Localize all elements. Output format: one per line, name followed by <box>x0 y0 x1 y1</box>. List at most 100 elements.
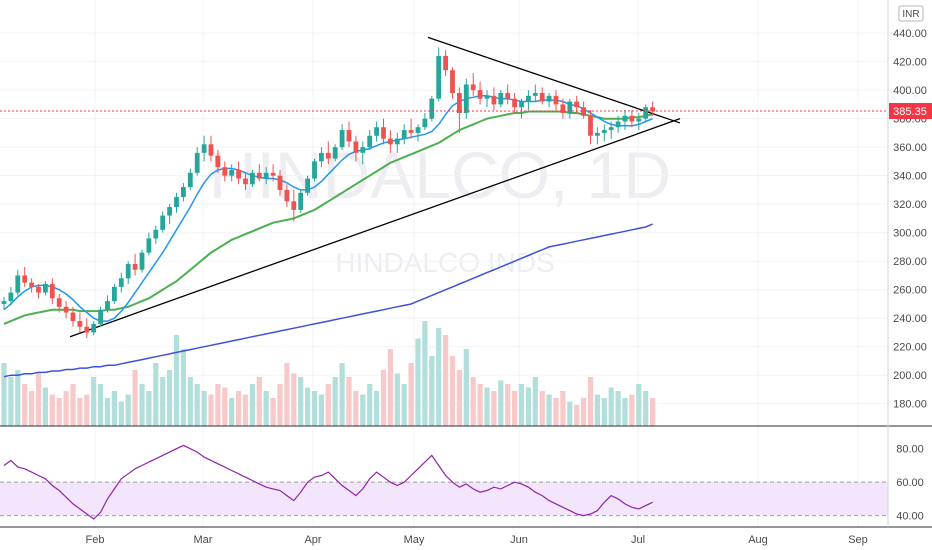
candle-body <box>394 138 400 145</box>
volume-bar <box>601 398 607 426</box>
time-axis[interactable]: Feb Mar Apr May Jun Jul Aug Sep <box>86 534 868 546</box>
volume-bar <box>470 377 476 426</box>
currency-badge[interactable] <box>898 5 924 22</box>
candle-body <box>132 264 138 270</box>
price-tick-label: 200.00 <box>893 370 927 382</box>
candle-body <box>498 92 504 105</box>
trendlines[interactable] <box>69 36 681 338</box>
candle-body <box>443 55 448 71</box>
candle-body <box>339 130 345 148</box>
lower-trendline <box>69 118 681 338</box>
candle-body <box>567 101 573 113</box>
volume-bar <box>208 394 214 426</box>
currency-label: INR <box>902 9 919 20</box>
volume-bar <box>270 398 276 426</box>
volume-bar <box>436 328 442 426</box>
candle-body <box>8 292 14 302</box>
volume-bar <box>443 335 449 426</box>
candle-body <box>470 84 476 91</box>
time-tick-label: Jun <box>510 534 528 546</box>
candle-body <box>615 121 621 128</box>
candle-body <box>381 127 386 139</box>
volume-bar <box>56 398 62 426</box>
candle-body <box>505 92 511 99</box>
price-tick-label: 280.00 <box>893 256 927 268</box>
volume-bar <box>284 363 290 426</box>
candle-body <box>270 172 276 176</box>
volume-bar <box>15 370 21 426</box>
volume-bar <box>353 391 359 426</box>
grid-lines <box>0 0 888 527</box>
volume-bar <box>194 384 200 426</box>
last-price-value: 385.35 <box>893 106 927 118</box>
volume-bar <box>42 387 48 426</box>
volume-bar <box>608 387 614 426</box>
volume-bar <box>539 391 545 426</box>
candle-body <box>43 284 48 293</box>
volume-bar <box>422 321 428 426</box>
candle-body <box>374 127 379 136</box>
volume-bar <box>236 391 242 426</box>
volume-bar <box>70 384 76 426</box>
candle-body <box>526 95 531 102</box>
price-tick-label: 340.00 <box>893 171 927 183</box>
candle-body <box>118 278 124 287</box>
volume-bar <box>132 370 138 426</box>
candle-body <box>277 175 283 190</box>
candle-body <box>305 178 310 193</box>
volume-bar <box>629 394 635 426</box>
candle-body <box>284 189 290 202</box>
volume-bar <box>374 391 380 426</box>
sma-slow-line <box>3 223 653 378</box>
volume-bar <box>229 398 235 426</box>
volume-bar <box>650 398 656 426</box>
candle-body <box>222 167 228 176</box>
candle-body <box>539 92 545 102</box>
volume-bar <box>35 373 42 426</box>
upper-trendline <box>427 36 681 124</box>
candle-body <box>484 95 490 99</box>
time-tick-label: Sep <box>848 534 868 546</box>
candle-body <box>160 215 166 230</box>
candle-body <box>319 152 324 162</box>
volume-bar <box>332 377 338 426</box>
candle-body <box>581 107 586 116</box>
volume-bar <box>567 401 573 426</box>
candle-body <box>422 118 428 128</box>
time-tick-label: Apr <box>304 534 321 546</box>
candle-body <box>167 207 172 216</box>
candle-body <box>229 169 235 176</box>
volume-bar <box>215 384 221 426</box>
candle-body <box>650 107 655 112</box>
candle-body <box>491 95 497 105</box>
time-tick-label: Feb <box>86 534 105 546</box>
volume-bar <box>380 370 387 426</box>
volume-bar <box>63 391 69 426</box>
volume-bar <box>477 384 483 426</box>
candle-body <box>622 115 628 122</box>
candle-body <box>105 301 110 310</box>
candle-body <box>291 201 297 210</box>
volume-bar <box>318 394 324 426</box>
candle-body <box>436 55 442 99</box>
candle-body <box>194 152 200 173</box>
volume-bar <box>594 394 600 426</box>
candle-body <box>256 172 262 179</box>
volume-bar <box>291 373 297 426</box>
candle-body <box>263 172 269 179</box>
volume-bar <box>187 377 193 426</box>
candle-body <box>595 132 600 136</box>
candle-body <box>146 238 152 253</box>
candle-body <box>560 104 566 113</box>
volume-bar <box>339 363 345 426</box>
time-tick-label: May <box>404 534 425 546</box>
rsi-band <box>0 482 888 516</box>
candle-body <box>208 144 214 156</box>
volume-bars <box>1 321 656 426</box>
candle-body <box>84 326 90 333</box>
time-tick-label: Jul <box>631 534 645 546</box>
volume-bar <box>525 387 531 426</box>
candle-body <box>153 229 159 239</box>
candle-body <box>174 197 179 208</box>
